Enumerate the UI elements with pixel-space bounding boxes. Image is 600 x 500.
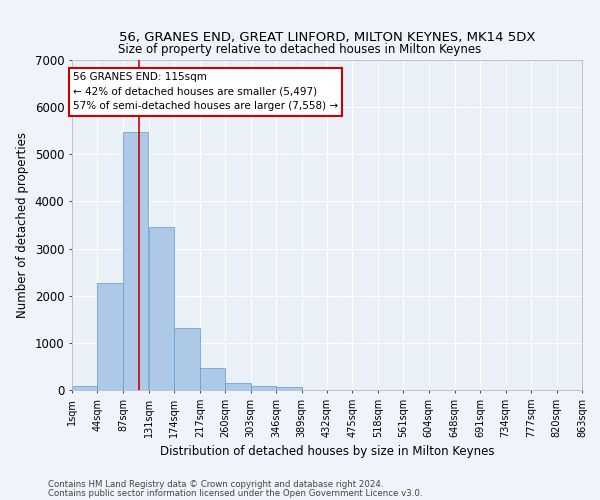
Bar bbox=[225, 382, 251, 390]
Bar bbox=[72, 386, 97, 390]
Bar bbox=[123, 132, 148, 390]
Text: 56 GRANES END: 115sqm
← 42% of detached houses are smaller (5,497)
57% of semi-d: 56 GRANES END: 115sqm ← 42% of detached … bbox=[73, 72, 338, 112]
X-axis label: Distribution of detached houses by size in Milton Keynes: Distribution of detached houses by size … bbox=[160, 446, 494, 458]
Y-axis label: Number of detached properties: Number of detached properties bbox=[16, 132, 29, 318]
Text: Contains HM Land Registry data © Crown copyright and database right 2024.: Contains HM Land Registry data © Crown c… bbox=[48, 480, 383, 489]
Title: 56, GRANES END, GREAT LINFORD, MILTON KEYNES, MK14 5DX: 56, GRANES END, GREAT LINFORD, MILTON KE… bbox=[119, 30, 535, 44]
Bar bbox=[251, 386, 276, 390]
Text: Contains public sector information licensed under the Open Government Licence v3: Contains public sector information licen… bbox=[48, 489, 422, 498]
Bar bbox=[200, 368, 225, 390]
Bar bbox=[97, 283, 123, 390]
Bar bbox=[276, 387, 302, 390]
Bar bbox=[149, 228, 175, 390]
Bar bbox=[175, 328, 200, 390]
Text: Size of property relative to detached houses in Milton Keynes: Size of property relative to detached ho… bbox=[118, 42, 482, 56]
